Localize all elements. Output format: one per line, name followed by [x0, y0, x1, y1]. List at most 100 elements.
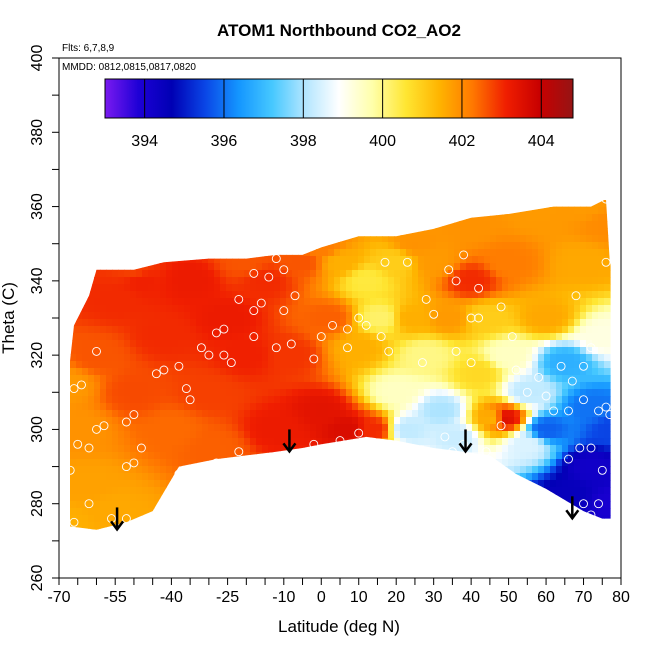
- heatmap-cell: [196, 354, 203, 362]
- heatmap-cell: [550, 298, 557, 306]
- heatmap-cell: [262, 284, 269, 292]
- heatmap-cell: [382, 361, 389, 369]
- heatmap-cell: [340, 298, 347, 306]
- heatmap-cell: [166, 305, 173, 313]
- heatmap-cell: [148, 396, 155, 404]
- heatmap-cell: [520, 277, 527, 285]
- heatmap-cell: [352, 284, 359, 292]
- heatmap-cell: [238, 284, 245, 292]
- heatmap-cell: [310, 522, 317, 530]
- heatmap-cell: [322, 256, 329, 264]
- heatmap-cell: [508, 417, 515, 425]
- heatmap-cell: [490, 270, 497, 278]
- heatmap-cell: [460, 396, 467, 404]
- sample-point: [65, 465, 75, 475]
- heatmap-cell: [136, 473, 143, 481]
- heatmap-cell: [430, 284, 437, 292]
- heatmap-cell: [436, 228, 443, 236]
- heatmap-cell: [328, 494, 335, 502]
- heatmap-cell: [190, 536, 197, 544]
- heatmap-cell: [250, 256, 257, 264]
- heatmap-cell: [268, 403, 275, 411]
- heatmap-cell: [358, 200, 365, 208]
- heatmap-cell: [478, 396, 485, 404]
- heatmap-cell: [466, 445, 473, 453]
- heatmap-cell: [322, 389, 329, 397]
- heatmap-cell: [490, 445, 497, 453]
- heatmap-cell: [70, 445, 77, 453]
- heatmap-cell: [148, 452, 155, 460]
- heatmap-cell: [88, 515, 95, 523]
- heatmap-cell: [526, 396, 533, 404]
- heatmap-cell: [532, 270, 539, 278]
- heatmap-cell: [178, 396, 185, 404]
- heatmap-cell: [478, 417, 485, 425]
- heatmap-cell: [352, 494, 359, 502]
- heatmap-cell: [532, 326, 539, 334]
- heatmap-cell: [598, 200, 605, 208]
- heatmap-cell: [94, 494, 101, 502]
- heatmap-cell: [550, 326, 557, 334]
- heatmap-cell: [232, 410, 239, 418]
- heatmap-cell: [226, 452, 233, 460]
- heatmap-cell: [172, 410, 179, 418]
- heatmap-cell: [424, 312, 431, 320]
- heatmap-cell: [124, 361, 131, 369]
- heatmap-cell: [364, 396, 371, 404]
- heatmap-cell: [322, 207, 329, 215]
- heatmap-cell: [148, 263, 155, 271]
- heatmap-cell: [328, 354, 335, 362]
- heatmap-cell: [538, 459, 545, 467]
- heatmap-cell: [118, 263, 125, 271]
- heatmap-cell: [310, 263, 317, 271]
- heatmap-cell: [190, 438, 197, 446]
- heatmap-cell: [286, 361, 293, 369]
- heatmap-cell: [178, 228, 185, 236]
- heatmap-cell: [376, 347, 383, 355]
- colorbar-tick-label: 402: [449, 133, 476, 150]
- heatmap-cell: [184, 361, 191, 369]
- heatmap-cell: [412, 501, 419, 509]
- heatmap-cell: [436, 424, 443, 432]
- heatmap-cell: [238, 361, 245, 369]
- heatmap-cell: [502, 263, 509, 271]
- heatmap-cell: [220, 480, 227, 488]
- heatmap-cell: [592, 487, 599, 495]
- heatmap-cell: [268, 410, 275, 418]
- heatmap-cell: [256, 340, 263, 348]
- heatmap-cell: [70, 200, 77, 208]
- heatmap-cell: [514, 438, 521, 446]
- heatmap-cell: [406, 340, 413, 348]
- heatmap-cell: [598, 382, 605, 390]
- heatmap-cell: [424, 375, 431, 383]
- heatmap-cell: [214, 403, 221, 411]
- heatmap-cell: [424, 522, 431, 530]
- heatmap-cell: [214, 529, 221, 530]
- heatmap-cell: [580, 326, 587, 334]
- heatmap-cell: [490, 403, 497, 411]
- heatmap-cell: [88, 235, 95, 243]
- heatmap-cell: [556, 340, 563, 348]
- heatmap-cell: [550, 536, 557, 544]
- heatmap-cell: [226, 291, 233, 299]
- heatmap-cell: [364, 487, 371, 495]
- heatmap-cell: [340, 347, 347, 355]
- heatmap-cell: [358, 207, 365, 215]
- heatmap-cell: [520, 501, 527, 509]
- heatmap-cell: [382, 263, 389, 271]
- heatmap-cell: [382, 459, 389, 467]
- heatmap-cell: [448, 515, 455, 523]
- heatmap-cell: [532, 424, 539, 432]
- heatmap-cell: [454, 347, 461, 355]
- heatmap-cell: [106, 536, 113, 544]
- heatmap-cell: [478, 270, 485, 278]
- heatmap-cell: [154, 242, 161, 250]
- heatmap-cell: [466, 494, 473, 502]
- heatmap-cell: [166, 515, 173, 523]
- heatmap-cell: [478, 487, 485, 495]
- heatmap-cell: [208, 501, 215, 509]
- heatmap-cell: [568, 536, 575, 544]
- heatmap-cell: [106, 235, 113, 243]
- heatmap-cell: [442, 207, 449, 215]
- heatmap-cell: [70, 375, 77, 383]
